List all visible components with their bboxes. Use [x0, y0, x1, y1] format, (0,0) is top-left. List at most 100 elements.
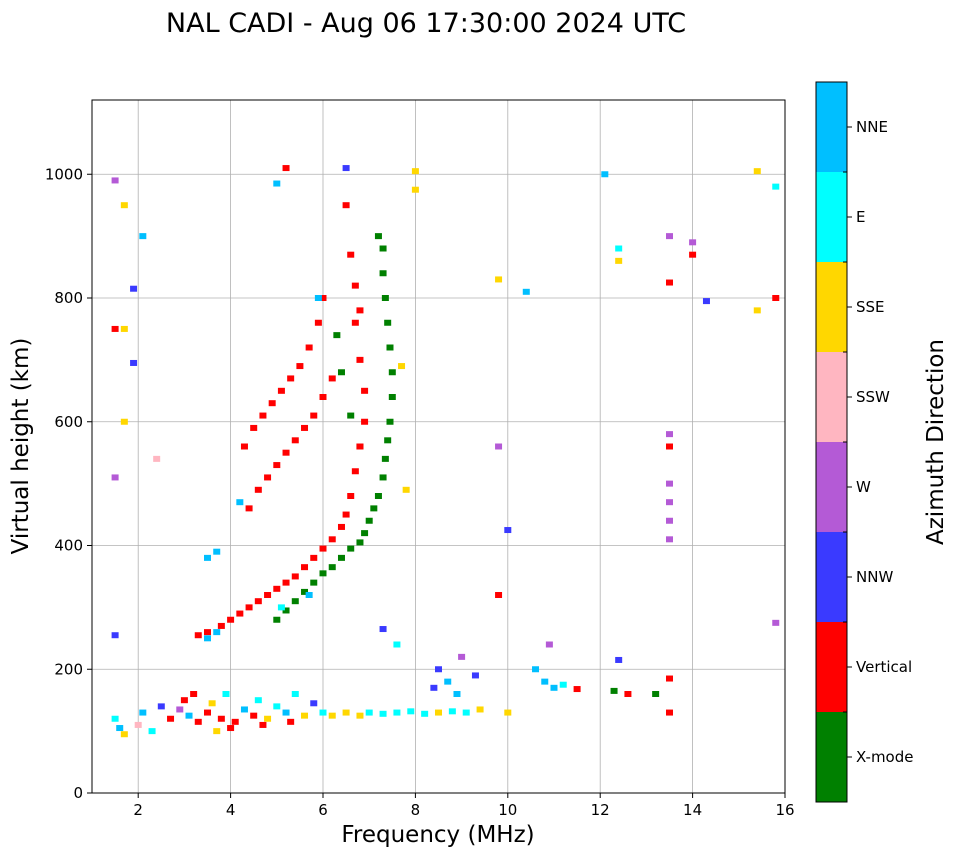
y-tick-label: 200 [54, 660, 83, 678]
data-point-sse [208, 700, 216, 707]
data-point-w [666, 233, 673, 240]
data-point-w [176, 706, 184, 713]
data-point-w [111, 177, 119, 184]
data-point-vertical [204, 629, 211, 636]
data-point-nne [453, 691, 461, 697]
data-point-vertical [351, 282, 359, 289]
data-point-nne [305, 592, 313, 598]
x-axis-label: Frequency (MHz) [341, 822, 534, 848]
x-tick-label: 14 [683, 801, 702, 819]
data-point-vertical [180, 697, 188, 704]
data-point-x-mode [384, 437, 392, 444]
data-point-x-mode [374, 233, 382, 240]
data-point-sse [753, 307, 761, 314]
data-point-x-mode [361, 530, 369, 537]
data-point-vertical [305, 344, 313, 351]
data-point-vertical [319, 295, 327, 301]
data-point-vertical [319, 545, 327, 552]
data-point-vertical [282, 449, 290, 456]
data-point-nne [213, 548, 221, 555]
data-point-vertical [217, 622, 225, 629]
data-point-vertical [291, 437, 299, 444]
data-point-x-mode [381, 295, 389, 301]
data-point-nne [204, 554, 211, 561]
data-point-x-mode [347, 545, 355, 552]
data-point-vertical [573, 686, 581, 693]
data-point-x-mode [370, 505, 378, 512]
azimuth-colorbar: X-mode Vertical NNW W SSW SSE E NNE [815, 81, 913, 803]
y-tick-label: 1000 [45, 165, 83, 183]
data-point-x-mode [282, 607, 290, 614]
data-point-x-mode [381, 455, 389, 462]
y-axis-ticks: 0 200 400 600 800 1000 [45, 165, 92, 802]
colorbar-segment-nnw [816, 532, 847, 622]
data-point-e [559, 681, 567, 688]
x-tick-label: 2 [133, 801, 143, 819]
data-point-nne [204, 635, 211, 642]
data-point-vertical [167, 715, 175, 722]
x-tick-label: 12 [591, 801, 610, 819]
y-tick-label: 600 [54, 413, 83, 431]
data-point-nne [444, 678, 452, 685]
colorbar-tick-label: W [856, 478, 871, 496]
data-point-vertical [666, 675, 673, 682]
data-point-w [495, 443, 503, 450]
data-point-sse [301, 712, 309, 719]
data-point-x-mode [610, 687, 618, 694]
data-point-sse [328, 712, 336, 719]
data-point-nnw [435, 666, 442, 673]
data-point-sse [356, 712, 364, 719]
data-point-vertical [268, 400, 276, 407]
data-point-x-mode [356, 539, 364, 546]
data-point-e [291, 691, 299, 697]
data-point-vertical [301, 424, 309, 431]
data-point-vertical [282, 579, 290, 586]
data-point-sse [495, 276, 503, 283]
data-point-vertical [361, 387, 369, 394]
data-point-e [365, 709, 373, 716]
data-point-vertical [347, 251, 355, 258]
data-point-e [448, 708, 456, 715]
data-point-vertical [231, 718, 239, 725]
data-point-vertical [227, 725, 235, 732]
data-point-vertical [250, 424, 258, 431]
data-point-x-mode [374, 493, 382, 499]
colorbar-tick-label: SSE [856, 298, 885, 316]
data-point-nnw [471, 672, 479, 679]
data-point-vertical [259, 721, 267, 728]
data-point-vertical [111, 325, 119, 332]
data-point-w [666, 431, 673, 438]
colorbar-segment-w [816, 442, 847, 532]
data-point-vertical [194, 718, 202, 725]
data-point-vertical [259, 412, 267, 419]
data-point-nne [601, 171, 609, 178]
data-point-e [277, 604, 285, 611]
y-tick-label: 400 [54, 537, 83, 555]
chart-title: NAL CADI - Aug 06 17:30:00 2024 UTC [166, 8, 686, 39]
data-point-w [666, 536, 673, 543]
data-point-vertical [287, 375, 295, 382]
data-point-vertical [245, 604, 253, 611]
data-point-vertical [301, 564, 309, 571]
data-point-vertical [356, 307, 364, 314]
data-point-w [111, 474, 119, 481]
data-point-vertical [227, 616, 235, 623]
data-point-sse [120, 202, 128, 209]
colorbar-tick-label: Vertical [856, 658, 912, 676]
colorbar-tick-label: SSW [856, 388, 890, 406]
data-point-e [319, 709, 327, 716]
data-point-nne [116, 725, 124, 732]
data-point-vertical [351, 468, 359, 475]
data-point-x-mode [310, 579, 318, 586]
data-point-x-mode [337, 554, 345, 561]
data-point-e [254, 697, 262, 704]
data-point-vertical [319, 394, 327, 400]
data-point-nnw [310, 700, 318, 707]
colorbar-tick-label: X-mode [856, 748, 913, 766]
data-point-x-mode [384, 319, 392, 326]
data-point-nnw [702, 298, 710, 305]
data-point-vertical [217, 715, 225, 722]
data-point-vertical [495, 592, 503, 598]
colorbar-tick-label: E [856, 208, 865, 226]
colorbar-tick-label: NNW [856, 568, 893, 586]
